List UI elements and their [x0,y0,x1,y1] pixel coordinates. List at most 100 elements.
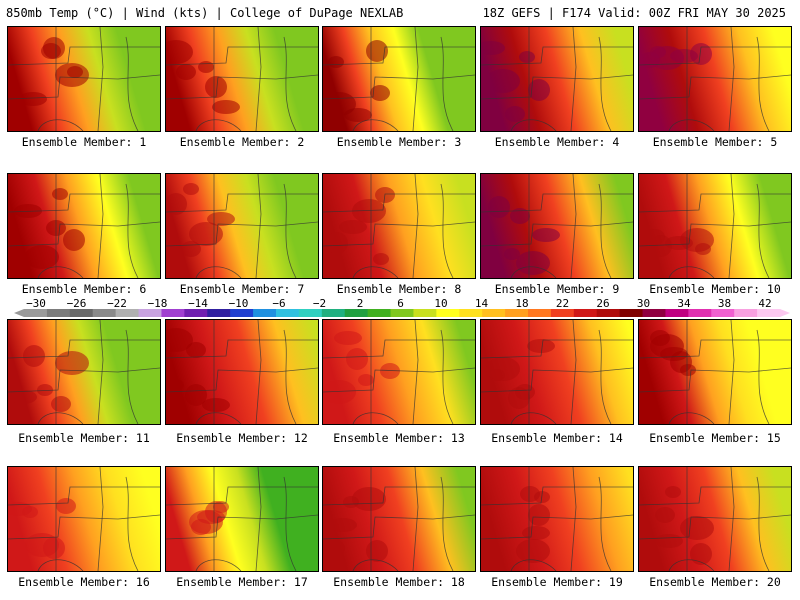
colorbar-tick-label: −2 [313,297,326,310]
state-border [195,119,242,131]
colorbar-segment [688,309,712,317]
ensemble-map-panel [480,173,634,279]
warm-anomaly-blob [325,540,345,556]
warm-anomaly-blob [323,92,356,116]
state-border [481,193,633,213]
colorbar-segment [253,309,277,317]
ensemble-map-panel [7,26,161,132]
colorbar-segment [115,309,140,317]
state-border [255,27,262,131]
state-border [97,174,104,278]
temperature-colorbar: −30 −26 −22 −18 −14 −10 −6 −2 2 6 10 14 18 22 26 30 34 38… [14,297,790,317]
state-border [570,467,577,571]
warm-anomaly-blob [528,79,550,101]
ensemble-member-label: Ensemble Member: 11 [18,431,150,445]
warm-anomaly-blob [19,92,47,106]
temperature-field-map [8,27,160,131]
warm-anomaly-blob [532,228,560,242]
colorbar-segment [665,309,689,317]
colorbar-segment [596,309,621,317]
temperature-field-map [481,467,633,571]
state-border [481,339,633,359]
state-border [570,174,577,278]
state-border [323,221,475,247]
temperature-field-map [481,320,633,424]
state-border [166,221,318,247]
chart-title-left: 850mb Temp (°C) | Wind (kts) | College o… [6,6,404,20]
warm-anomaly-blob [339,220,367,234]
state-border [728,27,735,131]
warm-anomaly-blob [8,502,32,516]
warm-anomaly-blob [212,100,240,114]
state-border [728,320,735,424]
state-border [166,74,318,100]
ensemble-map-panel [638,26,792,132]
state-border [352,119,399,131]
state-border [412,174,419,278]
warm-anomaly-blob [166,40,193,64]
state-border [255,174,262,278]
colorbar-segment [436,309,460,317]
state-border [8,339,160,359]
warm-anomaly-blob [198,61,214,73]
state-border [323,514,475,540]
state-border [440,476,454,571]
warm-anomaly-blob [166,328,193,352]
state-border [125,183,139,278]
warm-anomaly-blob [63,229,85,251]
ensemble-map-panel [322,466,476,572]
ensemble-member-label: Ensemble Member: 7 [179,282,305,296]
state-border [323,339,475,359]
warm-anomaly-blob [202,398,230,412]
colorbar-segment [459,309,483,317]
state-border [166,367,318,393]
state-border [440,36,454,131]
ensemble-map-panel [165,319,319,425]
warm-anomaly-blob [373,253,389,265]
state-border [756,476,770,571]
state-border [440,329,454,424]
state-border [668,559,715,571]
warm-anomaly-blob [25,245,59,269]
colorbar-segment [184,309,208,317]
state-border [510,412,557,424]
colorbar-arrow-left [14,309,24,317]
ensemble-map-panel [638,173,792,279]
colorbar-arrow-right [780,309,790,317]
ensemble-map-panel [7,173,161,279]
warm-anomaly-blob [380,363,400,379]
temperature-field-map [166,467,318,571]
temperature-field-map [323,174,475,278]
colorbar-segment [24,309,48,317]
ensemble-map-panel [480,319,634,425]
ensemble-member-label: Ensemble Member: 15 [649,431,781,445]
colorbar-segment [642,309,666,317]
ensemble-map-panel [480,26,634,132]
colorbar-segment [46,309,71,317]
ensemble-member-label: Ensemble Member: 18 [333,575,465,589]
ensemble-map-panel [638,466,792,572]
colorbar-tick-label: −26 [67,297,87,310]
warm-anomaly-blob [205,76,227,98]
colorbar-tick-label: 6 [397,297,404,310]
ensemble-member-label: Ensemble Member: 4 [494,135,620,149]
warm-anomaly-blob [486,357,520,381]
state-border [323,367,475,393]
colorbar-segment [413,309,437,317]
state-border [598,476,612,571]
colorbar-segment [207,309,231,317]
colorbar-segment [298,309,323,317]
warm-anomaly-blob [328,56,344,68]
colorbar-tick-label: 14 [475,297,489,310]
state-border [728,174,735,278]
state-border [639,74,791,100]
state-border [412,27,419,131]
state-border [166,514,318,540]
ensemble-member-label: Ensemble Member: 17 [176,575,308,589]
ensemble-map-panel [322,26,476,132]
warm-anomaly-blob [183,183,199,195]
warm-anomaly-blob [640,52,660,68]
ensemble-member-label: Ensemble Member: 19 [491,575,623,589]
warm-anomaly-blob [680,228,714,252]
state-border [37,266,84,278]
